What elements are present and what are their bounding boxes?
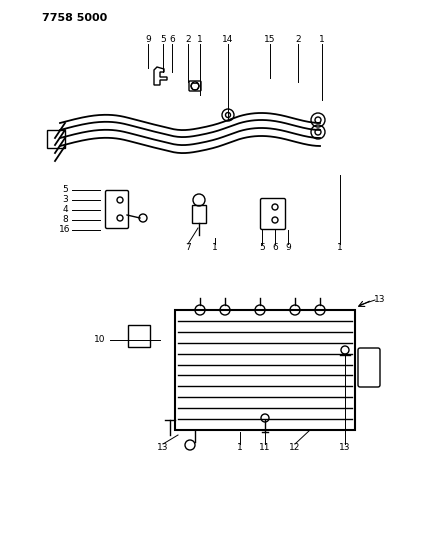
Text: 14: 14	[222, 36, 234, 44]
Text: 13: 13	[339, 443, 351, 453]
Bar	[192, 205, 206, 223]
Text: 15: 15	[264, 36, 276, 44]
Bar	[47, 130, 65, 148]
Text: 1: 1	[319, 36, 325, 44]
Text: 9: 9	[145, 36, 151, 44]
Text: 7758 5000: 7758 5000	[42, 13, 107, 23]
Text: 7: 7	[185, 244, 191, 253]
Text: 6: 6	[169, 36, 175, 44]
Text: 5: 5	[259, 244, 265, 253]
Text: 2: 2	[295, 36, 301, 44]
Bar	[128, 325, 150, 347]
Text: 8: 8	[62, 215, 68, 224]
Text: 1: 1	[212, 244, 218, 253]
Text: 2: 2	[185, 36, 191, 44]
Text: 12: 12	[289, 443, 301, 453]
Text: 4: 4	[62, 206, 68, 214]
Text: 9: 9	[285, 244, 291, 253]
Text: 6: 6	[272, 244, 278, 253]
Text: 16: 16	[59, 225, 71, 235]
Text: 1: 1	[237, 443, 243, 453]
Text: 13: 13	[157, 443, 169, 453]
Text: 11: 11	[259, 443, 271, 453]
Text: 1: 1	[337, 244, 343, 253]
Text: 1: 1	[197, 36, 203, 44]
Text: 10: 10	[94, 335, 106, 344]
Text: 13: 13	[374, 295, 386, 304]
Text: 5: 5	[62, 185, 68, 195]
Text: 5: 5	[160, 36, 166, 44]
Bar	[175, 310, 355, 430]
Text: 3: 3	[62, 196, 68, 205]
